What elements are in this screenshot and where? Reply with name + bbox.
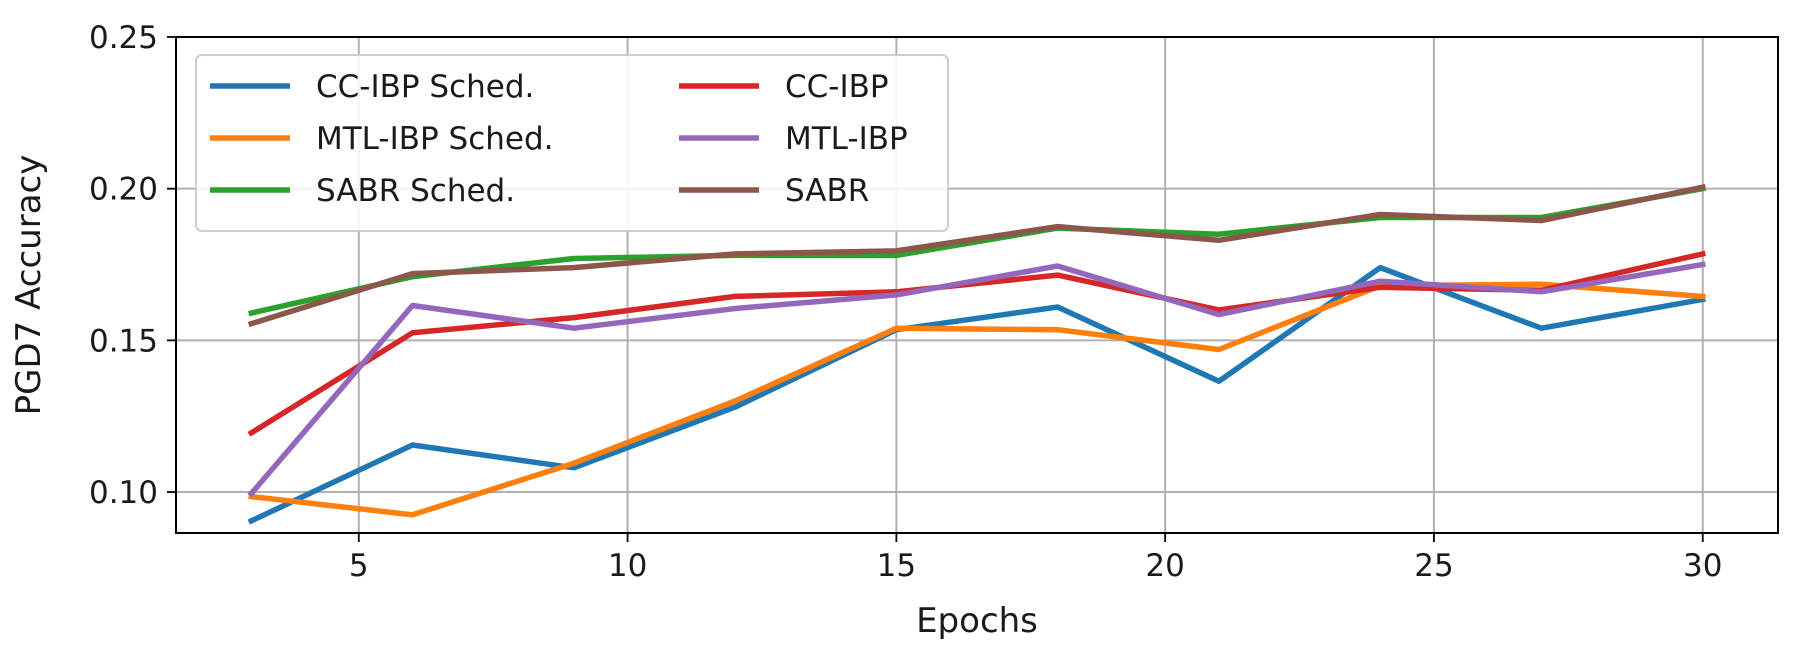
series-line-cc-ibp-sched [247, 264, 1706, 525]
x-tick-label: 20 [1145, 548, 1184, 584]
y-axis-label: PGD7 Accuracy [9, 155, 49, 416]
series-lines [247, 183, 1706, 525]
series-line-mtl-ibp [247, 261, 1706, 498]
legend-label-mtl-ibp-sched: MTL-IBP Sched. [316, 121, 554, 157]
y-tick-label: 0.20 [89, 172, 158, 208]
series-line-sabr [247, 183, 1706, 328]
x-tick-label: 30 [1683, 548, 1722, 584]
y-tick-label: 0.15 [89, 323, 158, 359]
x-axis-ticks: 5 10 15 20 25 30 [349, 533, 1722, 584]
legend-label-mtl-ibp: MTL-IBP [785, 121, 908, 157]
legend-label-sabr-sched: SABR Sched. [316, 173, 515, 209]
y-tick-label: 0.10 [89, 475, 158, 511]
x-axis-label: Epochs [916, 601, 1038, 641]
x-tick-label: 25 [1414, 548, 1453, 584]
legend: CC-IBP Sched. MTL-IBP Sched. SABR Sched. CC… [195, 54, 949, 232]
plot-frame [175, 36, 1779, 534]
y-tick-label: 0.25 [89, 20, 158, 56]
legend-box [195, 54, 949, 232]
x-tick-label: 15 [877, 548, 916, 584]
legend-label-cc-ibp-sched: CC-IBP Sched. [316, 69, 534, 105]
legend-label-sabr: SABR [785, 173, 869, 209]
x-tick-label: 10 [608, 548, 647, 584]
y-axis-ticks: 0.10 0.15 0.20 0.25 [89, 20, 176, 511]
legend-label-cc-ibp: CC-IBP [785, 69, 889, 105]
x-tick-label: 5 [349, 548, 369, 584]
